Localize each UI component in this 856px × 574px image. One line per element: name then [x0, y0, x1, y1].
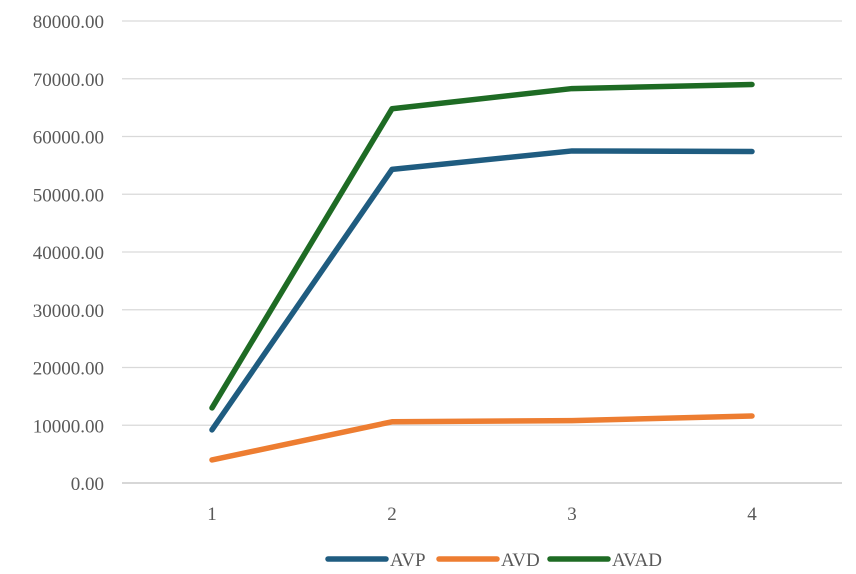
x-axis-tick-labels: 1 2 3 4 [207, 504, 757, 525]
x-tick-label: 3 [567, 504, 577, 525]
y-tick-label: 80000.00 [33, 12, 104, 33]
y-axis-tick-labels: 0.00 10000.00 20000.00 30000.00 40000.00 5000… [33, 12, 104, 495]
x-tick-label: 4 [747, 504, 757, 525]
series-line-avp [209, 148, 755, 433]
x-tick-label: 1 [207, 504, 217, 525]
legend: AVP AVD AVAD [325, 550, 662, 571]
gridlines [122, 20, 842, 484]
series-line-avad [209, 81, 755, 411]
x-tick-label: 2 [387, 504, 397, 525]
y-tick-label: 40000.00 [33, 243, 104, 264]
y-tick-label: 30000.00 [33, 301, 104, 322]
legend-label-avd: AVD [501, 550, 540, 571]
y-tick-label: 70000.00 [33, 70, 104, 91]
y-tick-label: 0.00 [71, 474, 104, 495]
y-tick-label: 60000.00 [33, 128, 104, 149]
legend-label-avp: AVP [390, 550, 426, 571]
series-line-avd [209, 413, 755, 463]
series-lines [209, 81, 755, 463]
y-tick-label: 10000.00 [33, 416, 104, 437]
y-tick-label: 50000.00 [33, 185, 104, 206]
legend-label-avad: AVAD [612, 550, 662, 571]
y-tick-label: 20000.00 [33, 359, 104, 380]
